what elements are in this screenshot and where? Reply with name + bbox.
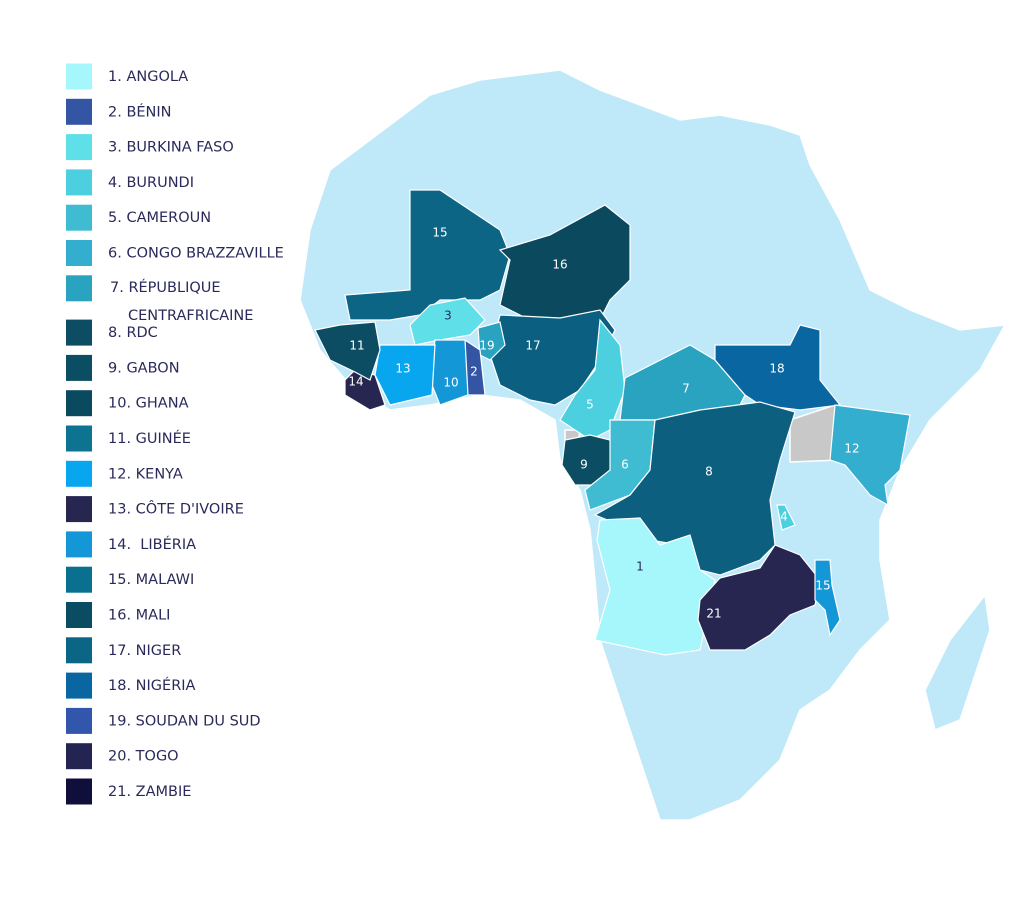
country-region xyxy=(829,404,911,507)
legend-label: 6. CONGO BRAZZAVILLE xyxy=(108,246,284,262)
country-region xyxy=(714,324,842,411)
region-label: 1 xyxy=(636,560,644,574)
legend-swatch xyxy=(66,531,92,558)
legend-swatch xyxy=(66,566,92,593)
legend-label: 1. ANGOLA xyxy=(108,69,188,85)
region-label: 15 xyxy=(815,579,830,593)
region-label: 9 xyxy=(580,458,588,472)
country-region xyxy=(374,344,436,406)
legend-label: 20. TOGO xyxy=(108,749,179,765)
region-label: 15 xyxy=(432,226,447,240)
legend-swatch xyxy=(66,390,92,417)
country-region xyxy=(409,297,486,346)
legend-swatch xyxy=(66,637,92,664)
region-label: 7 xyxy=(682,382,690,396)
legend-label: CENTRAFRICAINE xyxy=(128,308,253,324)
legend-label: 5. CAMEROUN xyxy=(108,210,211,226)
legend-swatch xyxy=(66,134,92,161)
legend: 1. ANGOLA 2. BÉNIN 3. BURKINA FASO 4. BURUN… xyxy=(66,63,284,805)
region-label: 4 xyxy=(780,510,788,524)
country-region xyxy=(498,204,631,326)
region-label: 2 xyxy=(470,365,478,379)
region-label: 3 xyxy=(444,309,452,323)
legend-label: 16. MALI xyxy=(108,608,170,624)
legend-label: 9. GABON xyxy=(108,360,180,376)
country-region xyxy=(697,544,821,651)
country-region xyxy=(344,189,511,321)
legend-label: 2. BÉNIN xyxy=(108,103,172,120)
legend-label: 19. SOUDAN DU SUD xyxy=(108,713,261,729)
legend-label: 17. NIGER xyxy=(108,643,181,659)
legend-swatch xyxy=(66,63,92,90)
region-label: 8 xyxy=(705,465,713,479)
legend-swatch xyxy=(66,275,92,302)
legend-label: 8. RDC xyxy=(108,325,158,341)
regions: 15 16 17 3 192 10 13 14 11 5 7 18 12 9 6 8 4 1 21 15 xyxy=(314,189,911,656)
country-region xyxy=(314,321,381,381)
legend-swatch xyxy=(66,169,92,196)
country-region xyxy=(814,559,841,637)
legend-label: 12. KENYA xyxy=(108,466,183,482)
legend-swatch xyxy=(66,319,92,346)
region-label: 11 xyxy=(349,339,364,353)
legend-swatch xyxy=(66,707,92,734)
legend-swatch xyxy=(66,204,92,231)
legend-label: 18. NIGÉRIA xyxy=(108,677,196,694)
legend-swatch xyxy=(66,778,92,805)
region-label: 5 xyxy=(586,398,594,412)
legend-swatch xyxy=(66,602,92,628)
region-label: 14 xyxy=(348,375,363,389)
legend-swatch xyxy=(66,672,92,699)
legend-label: 15. MALAWI xyxy=(108,572,194,588)
legend-label: 4. BURUNDI xyxy=(108,175,194,191)
legend-label: 10. GHANA xyxy=(108,396,189,412)
legend-swatch xyxy=(66,743,92,770)
legend-label: 14. LIBÉRIA xyxy=(108,536,196,553)
country-region xyxy=(776,504,796,531)
legend-swatch xyxy=(66,460,92,487)
legend-label: 7. RÉPUBLIQUE xyxy=(110,279,221,296)
region-label: 16 xyxy=(552,258,567,272)
region-label: 12 xyxy=(844,442,859,456)
legend-label: 21. ZAMBIE xyxy=(108,784,191,800)
country-region xyxy=(429,339,469,406)
legend-label: 3. BURKINA FASO xyxy=(108,140,234,156)
region-label: 19 xyxy=(479,339,494,353)
legend-label: 13. CÔTE D'IVOIRE xyxy=(108,500,244,518)
legend-swatch xyxy=(66,98,92,125)
legend-label: 11. GUINÉE xyxy=(108,430,191,447)
legend-swatch xyxy=(66,425,92,452)
legend-swatch xyxy=(66,354,92,381)
region-label: 13 xyxy=(395,362,410,376)
region-label: 10 xyxy=(443,376,458,390)
madagascar xyxy=(924,593,991,732)
legend-swatch xyxy=(66,240,92,266)
region-label: 21 xyxy=(706,607,721,621)
region-label: 6 xyxy=(621,458,629,472)
legend-swatch xyxy=(66,496,92,523)
region-label: 18 xyxy=(769,362,784,376)
region-label: 17 xyxy=(525,339,540,353)
